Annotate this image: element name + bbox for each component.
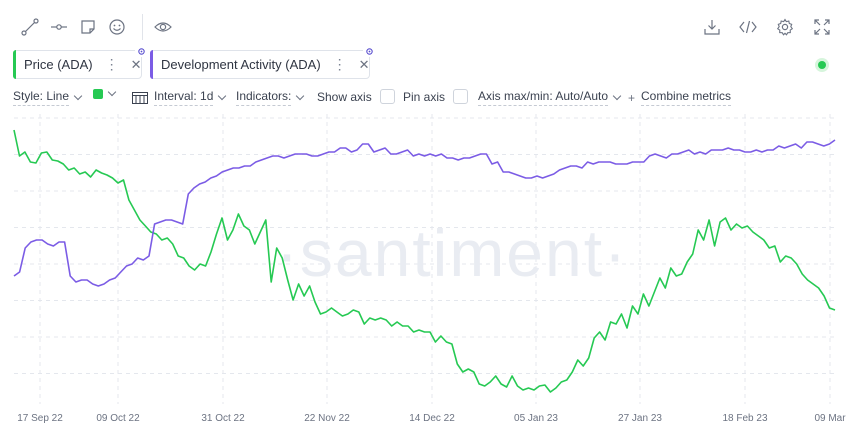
- x-tick-label: 05 Jan 23: [514, 413, 558, 424]
- eye-icon[interactable]: [152, 16, 174, 38]
- fullscreen-icon[interactable]: [811, 16, 833, 38]
- metric-color-bar: [13, 50, 16, 79]
- more-options-icon[interactable]: ⋮: [104, 56, 119, 72]
- x-axis: 17 Sep 22 09 Oct 22 31 Oct 22 22 Nov 22 14 D…: [17, 413, 846, 424]
- horizontal-line-icon[interactable]: [48, 16, 70, 38]
- chart-grid: [14, 114, 835, 404]
- x-tick-label: 27 Jan 23: [618, 413, 662, 424]
- chart-settings-row: Style: Line Interval: 1d Indicators: Sho…: [0, 86, 850, 108]
- toolbar: [0, 0, 850, 48]
- interval-label: Interval: 1d: [154, 89, 214, 106]
- metric-tag-price[interactable]: Price (ADA) ⋮ ✕: [13, 45, 147, 79]
- dev-activity-series-line: [13, 139, 836, 287]
- combine-metrics-label: Combine metrics: [641, 89, 732, 106]
- price-series-line: [13, 129, 836, 393]
- x-tick-label: 17 Sep 22: [17, 413, 63, 424]
- chart-area[interactable]: ·santiment· 17 Sep 22 09 Oct 22 31 Oct 22 2…: [0, 112, 850, 438]
- metric-settings-icon[interactable]: [135, 45, 147, 57]
- metric-color-bar: [150, 50, 153, 79]
- x-tick-label: 31 Oct 22: [201, 413, 245, 424]
- metric-settings-icon[interactable]: [363, 45, 375, 57]
- metric-label: Price (ADA): [24, 57, 93, 72]
- pin-axis-toggle[interactable]: Pin axis: [403, 89, 469, 104]
- metric-label: Development Activity (ADA): [161, 57, 321, 72]
- x-tick-label: 22 Nov 22: [304, 413, 350, 424]
- combine-metrics-button[interactable]: + Combine metrics: [628, 89, 732, 106]
- close-icon[interactable]: ✕: [358, 56, 370, 72]
- x-tick-label: 18 Feb 23: [722, 413, 767, 424]
- color-swatch: [93, 89, 103, 99]
- style-dropdown[interactable]: Style: Line: [13, 89, 83, 106]
- live-status-indicator: [815, 58, 829, 72]
- series-layer: [13, 129, 836, 393]
- axis-maxmin-dropdown[interactable]: Axis max/min: Auto/Auto: [478, 89, 622, 106]
- plus-icon: +: [628, 90, 636, 105]
- show-axis-label: Show axis: [317, 89, 372, 104]
- color-picker[interactable]: [93, 87, 117, 99]
- metric-tag-dev-activity[interactable]: Development Activity (ADA) ⋮ ✕: [150, 45, 375, 79]
- embed-code-icon[interactable]: [737, 16, 759, 38]
- note-icon[interactable]: [77, 16, 99, 38]
- show-axis-checkbox[interactable]: [379, 89, 395, 104]
- indicators-dropdown[interactable]: Indicators:: [236, 89, 305, 106]
- download-icon[interactable]: [701, 16, 723, 38]
- pin-axis-label: Pin axis: [403, 89, 446, 104]
- line-drawing-icon[interactable]: [19, 16, 41, 38]
- calendar-icon: [132, 91, 148, 104]
- emoji-icon[interactable]: [106, 16, 128, 38]
- x-tick-label: 09 Oct 22: [96, 413, 140, 424]
- more-options-icon[interactable]: ⋮: [332, 56, 347, 72]
- settings-gear-icon[interactable]: [774, 16, 796, 38]
- interval-dropdown[interactable]: Interval: 1d: [132, 89, 227, 106]
- santiment-watermark: ·santiment·: [276, 216, 628, 290]
- style-label: Style: Line: [13, 89, 70, 106]
- axis-maxmin-label: Axis max/min: Auto/Auto: [478, 89, 609, 106]
- pin-axis-checkbox[interactable]: [453, 89, 469, 104]
- toolbar-separator: [142, 14, 143, 40]
- show-axis-toggle[interactable]: Show axis: [317, 89, 395, 104]
- x-tick-label: 14 Dec 22: [409, 413, 455, 424]
- x-tick-label: 09 Mar: [814, 413, 846, 424]
- indicators-label: Indicators:: [236, 89, 292, 106]
- close-icon[interactable]: ✕: [130, 56, 142, 72]
